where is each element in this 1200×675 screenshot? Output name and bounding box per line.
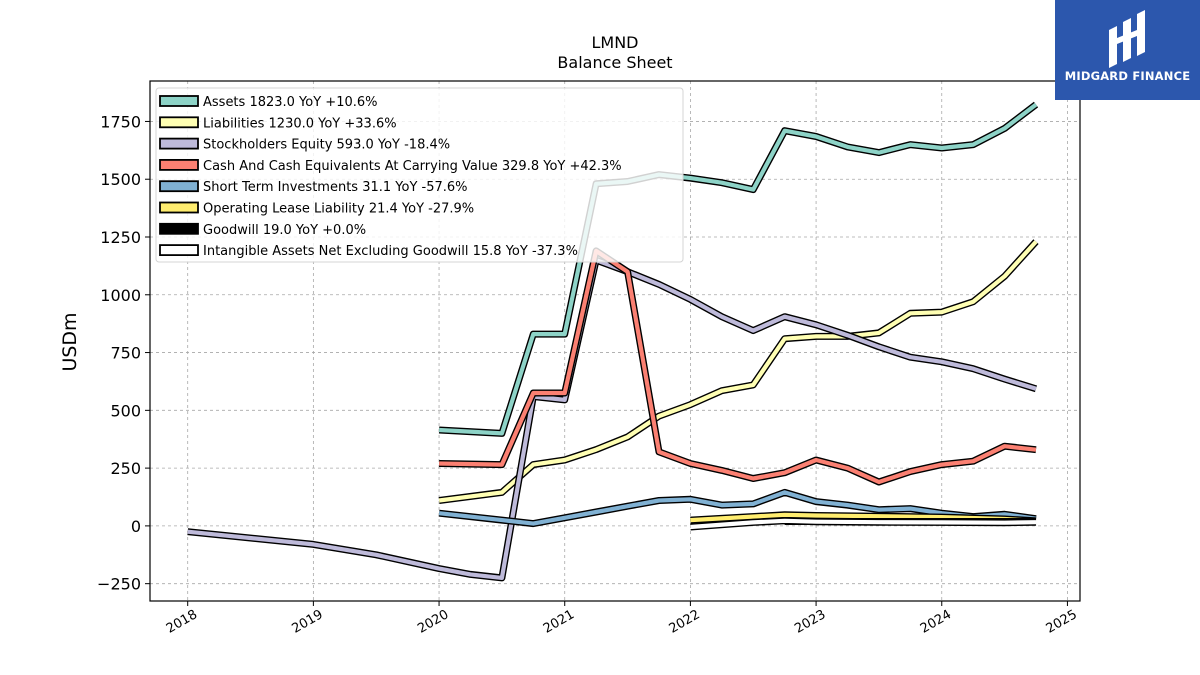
chart-subtitle: Balance Sheet	[557, 53, 672, 72]
legend-swatch	[159, 116, 199, 129]
plot-frame	[149, 80, 1081, 602]
brand-mark-icon	[1109, 10, 1145, 68]
y-tick-label: 1250	[100, 228, 141, 247]
brand-name: MIDGARD FINANCE	[1064, 69, 1191, 83]
series-layer	[187, 101, 1039, 582]
legend-label: Liabilities 1230.0 YoY +33.6%	[203, 116, 397, 131]
legend-box	[155, 87, 684, 263]
series-outline	[187, 256, 1038, 582]
legend-label: Cash And Cash Equivalents At Carrying Va…	[203, 159, 622, 174]
legend-swatch	[159, 137, 199, 150]
series-line	[438, 102, 1038, 436]
x-tick-label: 2023	[792, 607, 828, 637]
y-tick-label: −250	[97, 575, 141, 594]
y-tick-label: 1500	[100, 170, 141, 189]
y-tick-label: 750	[110, 344, 141, 363]
legend-swatch	[159, 158, 199, 171]
x-tick-label: 2018	[164, 607, 200, 637]
x-tick-label: 2022	[667, 607, 703, 637]
y-tick-label: 1750	[100, 112, 141, 131]
legend-label: Short Term Investments 31.1 YoY -57.6%	[203, 180, 468, 195]
y-tick-label: 250	[110, 459, 141, 478]
legend-label: Intangible Assets Net Excluding Goodwill…	[203, 244, 578, 259]
x-tick-label: 2019	[290, 607, 326, 637]
y-axis-label: USDm	[59, 312, 81, 371]
x-tick-label: 2025	[1044, 607, 1080, 637]
series-outline	[439, 247, 1037, 486]
brand-logo: MIDGARD FINANCE	[1055, 0, 1200, 100]
legend-swatch	[159, 222, 199, 235]
series-line	[690, 518, 1037, 530]
x-tick-label: 2021	[541, 607, 577, 637]
y-tick-label: 0	[131, 517, 141, 536]
x-tick-label: 2020	[415, 607, 451, 637]
y-tick-label: 500	[110, 401, 141, 420]
legend: Assets 1823.0 YoY +10.6% Liabilities 1230…	[155, 87, 684, 263]
series-line	[438, 240, 1038, 503]
legend-swatch	[159, 244, 199, 257]
axis-ticks: 2018 2019 2020 2021 2022 2023 2024 2025 −250 0 250…	[97, 112, 1080, 636]
chart-title: LMND	[591, 33, 638, 52]
legend-label: Stockholders Equity 593.0 YoY -18.4%	[203, 138, 450, 153]
legend-label: Operating Lease Liability 21.4 YoY -27.9…	[203, 202, 474, 217]
legend-swatch	[159, 95, 199, 107]
series-line	[438, 490, 1037, 526]
series-line	[439, 248, 1037, 485]
legend-swatch	[159, 201, 199, 214]
legend-label: Assets 1823.0 YoY +10.6%	[203, 95, 378, 110]
series-line	[187, 258, 1037, 581]
x-tick-label: 2024	[918, 607, 954, 637]
legend-swatch	[159, 180, 199, 193]
legend-label: Goodwill 19.0 YoY +0.0%	[203, 223, 366, 238]
y-tick-label: 1000	[100, 286, 141, 305]
